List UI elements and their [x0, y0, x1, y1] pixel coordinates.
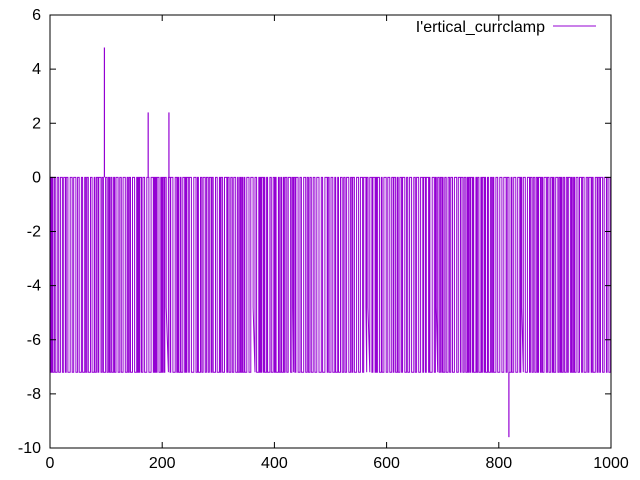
y-tick-label: -10: [18, 440, 41, 457]
x-tick-label: 600: [373, 455, 400, 472]
x-tick-label: 1000: [593, 455, 629, 472]
x-tick-label: 200: [149, 455, 176, 472]
x-tick-label: 400: [261, 455, 288, 472]
x-tick-label: 800: [485, 455, 512, 472]
x-axis: 0 200 400 600 800 1000: [46, 15, 629, 472]
y-axis: 6 4 2 0 -2 -4 -6 -8 -10: [18, 7, 611, 457]
y-tick-label: -8: [27, 386, 41, 403]
series-line: [49, 176, 612, 373]
legend-label: I'ertical_currclamp: [416, 19, 545, 36]
y-tick-label: -6: [27, 332, 41, 349]
y-tick-label: 0: [32, 169, 41, 186]
x-tick-label: 0: [46, 455, 55, 472]
spike-group: [103, 47, 510, 438]
y-tick-label: 6: [32, 7, 41, 24]
y-tick-label: -2: [27, 224, 41, 241]
y-tick-label: 4: [32, 61, 41, 78]
y-tick-label: 2: [32, 115, 41, 132]
legend: I'ertical_currclamp: [416, 19, 596, 36]
plot-area: [49, 47, 612, 438]
y-tick-label: -4: [27, 278, 41, 295]
